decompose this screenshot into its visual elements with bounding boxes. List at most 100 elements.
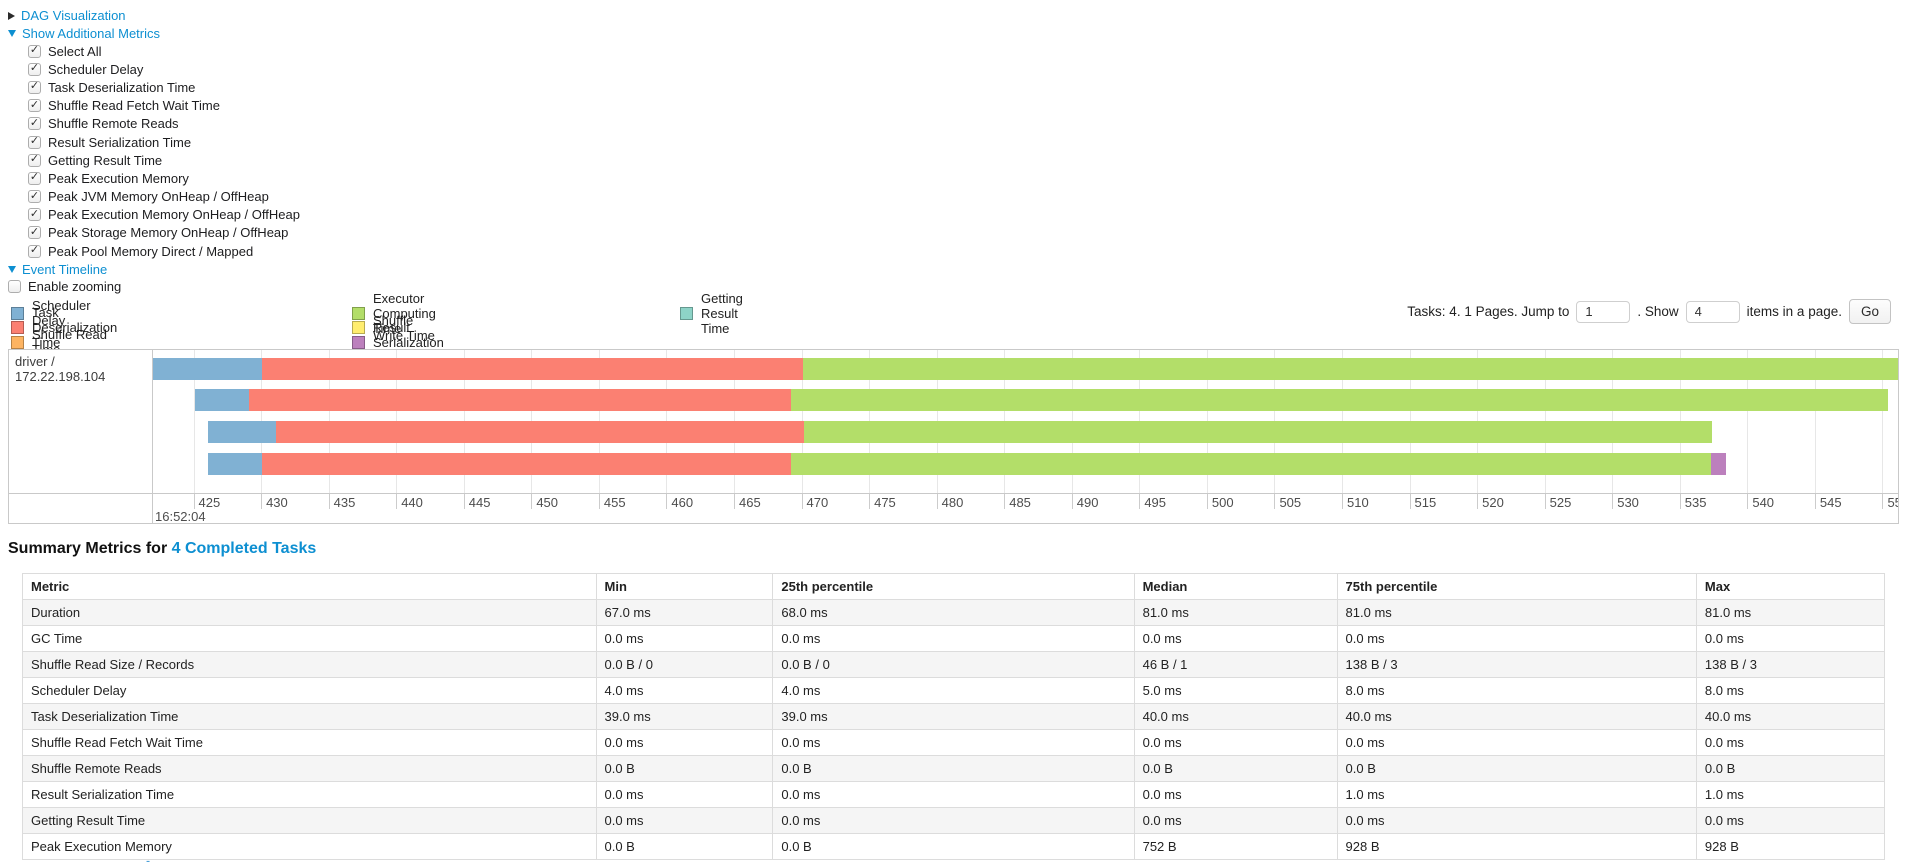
checkbox-label: Peak JVM Memory OnHeap / OffHeap — [48, 189, 269, 205]
legend-entry-shuffle-write-time: Shuffle Write Time — [352, 313, 444, 343]
checkbox-checked-icon[interactable] — [28, 62, 41, 76]
executor-label-column: driver / 172.22.198.104 — [9, 350, 153, 523]
metric-value-cell: 40.0 ms — [1133, 703, 1338, 730]
checkbox-checked-icon[interactable] — [28, 226, 41, 240]
metric-value-cell: 0.0 ms — [772, 781, 1135, 808]
getting-result-time-swatch-icon — [680, 306, 693, 320]
axis-tick — [801, 494, 803, 509]
metric-checkbox-getting-result-time[interactable]: Getting Result Time — [8, 151, 300, 169]
metric-value-cell: 39.0 ms — [772, 703, 1135, 730]
metric-value-cell: 0.0 ms — [595, 807, 774, 834]
metric-checkbox-select-all[interactable]: Select All — [8, 42, 300, 60]
completed-tasks-link[interactable]: 4 Completed Tasks — [171, 540, 317, 557]
metric-checkbox-result-serialization-time[interactable]: Result Serialization Time — [8, 133, 300, 151]
metric-checkbox-peak-execution-memory[interactable]: Peak Execution Memory — [8, 169, 300, 187]
axis-tick-label: 535 — [1684, 495, 1707, 510]
metric-value-cell: 1.0 ms — [1695, 781, 1886, 808]
checkbox-checked-icon[interactable] — [28, 171, 41, 185]
metric-value-cell: 40.0 ms — [1695, 703, 1886, 730]
metric-checkbox-shuffle-remote-reads[interactable]: Shuffle Remote Reads — [8, 115, 300, 133]
clipped-content-fragment: ▪ — [146, 856, 159, 862]
metric-value-cell: 0.0 ms — [595, 729, 774, 756]
event-timeline-chart: driver / 172.22.198.104 16:52:04 425 430 4… — [8, 349, 1899, 524]
metric-value-cell: 0.0 B — [595, 755, 774, 782]
metric-checkbox-peak-pool-memory-direct-mapped[interactable]: Peak Pool Memory Direct / Mapped — [8, 242, 300, 260]
dag-visualization-link[interactable]: DAG Visualization — [21, 8, 126, 23]
metric-value-cell: 81.0 ms — [1133, 599, 1338, 626]
legend-column: Scheduler Delay Task Deserialization Time… — [11, 298, 117, 357]
axis-tick-label: 550 — [1887, 495, 1898, 510]
metric-checkbox-shuffle-read-fetch-wait-time[interactable]: Shuffle Read Fetch Wait Time — [8, 97, 300, 115]
pagination-show-text: . Show — [1637, 304, 1679, 319]
axis-column-separator — [152, 494, 153, 516]
column-header-max: Max — [1695, 573, 1886, 600]
task-bar-segment-scheduler_delay — [208, 421, 276, 443]
show-additional-metrics-toggle[interactable]: Show Additional Metrics — [8, 24, 300, 42]
axis-tick — [936, 494, 938, 509]
metric-value-cell: 68.0 ms — [772, 599, 1135, 626]
column-header-min: Min — [595, 573, 774, 600]
metric-name-cell: Getting Result Time — [22, 807, 597, 834]
metric-value-cell: 0.0 ms — [1695, 729, 1886, 756]
checkbox-label: Peak Execution Memory OnHeap / OffHeap — [48, 207, 300, 223]
axis-tick — [666, 494, 668, 509]
column-header-25th-percentile: 25th percentile — [772, 573, 1135, 600]
metric-value-cell: 928 B — [1336, 833, 1697, 860]
metric-value-cell: 0.0 B — [1133, 755, 1338, 782]
checkbox-label: Getting Result Time — [48, 152, 163, 168]
task-bar-segment-task_deserialization_time — [262, 453, 791, 475]
task-bar-segment-task_deserialization_time — [248, 389, 791, 411]
axis-tick-label: 430 — [266, 495, 288, 510]
task-bar-segment-executor_computing_time — [790, 453, 1711, 475]
show-additional-metrics-link[interactable]: Show Additional Metrics — [22, 25, 161, 41]
axis-tick-label: 500 — [1211, 495, 1234, 510]
metric-value-cell: 0.0 B — [1336, 755, 1697, 782]
axis-tick — [1342, 494, 1343, 509]
checkbox-unchecked-icon[interactable] — [8, 280, 21, 294]
axis-tick — [463, 494, 465, 509]
items-per-page-input[interactable] — [1685, 300, 1740, 323]
event-timeline-link[interactable]: Event Timeline — [22, 261, 108, 277]
checkbox-checked-icon[interactable] — [28, 44, 41, 58]
checkbox-checked-icon[interactable] — [28, 153, 41, 167]
axis-tick — [869, 494, 871, 509]
metric-checkbox-peak-execution-memory-onheap-offheap[interactable]: Peak Execution Memory OnHeap / OffHeap — [8, 206, 300, 224]
metric-value-cell: 0.0 ms — [595, 625, 774, 652]
event-timeline-toggle[interactable]: Event Timeline — [8, 260, 300, 278]
table-row-gc-time: GC Time 0.0 ms 0.0 ms 0.0 ms 0.0 ms 0.0 ms — [22, 625, 1886, 652]
enable-zooming-checkbox[interactable]: Enable zooming — [8, 278, 300, 295]
metric-value-cell: 0.0 ms — [772, 729, 1135, 756]
metric-value-cell: 0.0 B — [595, 833, 774, 860]
legend-label: Getting Result Time — [701, 290, 743, 336]
legend-entry-getting-result-time: Getting Result Time — [680, 291, 743, 336]
column-header-median: Median — [1133, 573, 1338, 600]
metric-checkbox-task-deserialization-time[interactable]: Task Deserialization Time — [8, 78, 300, 96]
table-row-task-deserialization-time: Task Deserialization Time 39.0 ms 39.0 ms 4… — [22, 703, 1886, 730]
checkbox-checked-icon[interactable] — [28, 244, 41, 258]
metric-checkbox-peak-jvm-memory-onheap-offheap[interactable]: Peak JVM Memory OnHeap / OffHeap — [8, 188, 300, 206]
column-header-metric: Metric — [22, 573, 597, 600]
metric-checkbox-peak-storage-memory-onheap-offheap[interactable]: Peak Storage Memory OnHeap / OffHeap — [8, 224, 300, 242]
checkbox-checked-icon[interactable] — [28, 80, 41, 94]
jump-to-page-input[interactable] — [1576, 300, 1631, 323]
column-header-75th-percentile: 75th percentile — [1336, 573, 1697, 600]
dag-visualization-toggle[interactable]: DAG Visualization — [8, 7, 300, 24]
checkbox-checked-icon[interactable] — [28, 190, 41, 204]
go-button[interactable]: Go — [1848, 299, 1891, 324]
checkbox-label: Peak Execution Memory — [48, 170, 189, 186]
timeline-plot-area — [153, 350, 1898, 493]
axis-tick-label: 460 — [671, 495, 694, 510]
legend-entry-result-serialization-time: Result Serialization Time — [352, 320, 444, 365]
metric-checkbox-scheduler-delay[interactable]: Scheduler Delay — [8, 60, 300, 78]
metric-name-cell: GC Time — [22, 625, 597, 652]
checkbox-checked-icon[interactable] — [28, 99, 41, 113]
page-controls: DAG Visualization Show Additional Metric… — [8, 0, 300, 295]
metric-name-cell: Shuffle Read Size / Records — [22, 651, 597, 678]
checkbox-checked-icon[interactable] — [28, 208, 41, 222]
axis-tick — [1409, 494, 1411, 509]
summary-metrics-title: Summary Metrics for 4 Completed Tasks — [8, 540, 316, 558]
checkbox-checked-icon[interactable] — [28, 117, 41, 131]
expanded-arrow-icon — [8, 265, 16, 273]
checkbox-checked-icon[interactable] — [28, 135, 41, 149]
